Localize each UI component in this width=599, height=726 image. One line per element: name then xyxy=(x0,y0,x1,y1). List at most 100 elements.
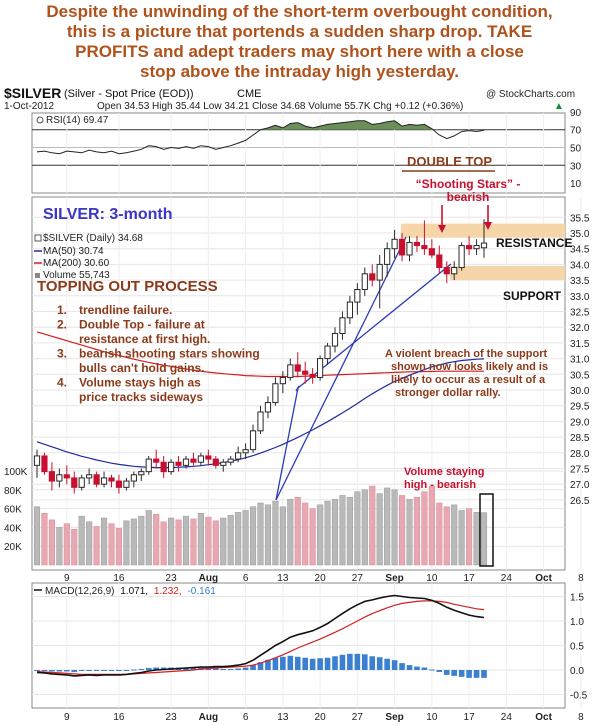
macd-hist-bar xyxy=(64,670,70,672)
breach-note: A violent breach of the support shown no… xyxy=(385,348,548,399)
volume-tick-label: 60K xyxy=(4,505,22,516)
candle-body xyxy=(249,430,257,451)
chart-quote: Open 34.53 High 35.44 Low 34.21 Close 34… xyxy=(97,101,463,112)
volume-bar xyxy=(250,506,257,566)
volume-bar xyxy=(56,527,63,566)
topping-points-list: 1. trendline failure. 2. Double Top - failu… xyxy=(57,303,260,404)
candle-body xyxy=(235,452,242,460)
date-tick-label: 24 xyxy=(501,712,513,723)
breach-line: shown now looks likely and is xyxy=(391,361,548,373)
chg-up-icon: ▲ xyxy=(554,101,564,112)
volume-bar xyxy=(279,506,286,566)
point-text: bulls can't hold gains. xyxy=(79,361,205,375)
candle-body xyxy=(33,455,41,466)
candle-body xyxy=(175,461,182,466)
candle-body xyxy=(458,245,465,269)
rsi-line xyxy=(36,120,485,155)
macd-hist-bar xyxy=(131,669,137,671)
volume-bar xyxy=(339,495,346,566)
volume-note-2: high - bearish xyxy=(404,479,476,491)
date-tick-label: 23 xyxy=(166,573,178,584)
macd-hist-bar xyxy=(429,669,435,671)
date-tick-label: 27 xyxy=(352,573,364,584)
candle-body xyxy=(86,474,93,479)
volume-bar xyxy=(354,491,361,566)
macd-tick-label: 1.0 xyxy=(570,617,584,628)
candle-body xyxy=(391,238,398,250)
candle-body xyxy=(317,358,324,378)
candle-body xyxy=(123,480,130,488)
volume-bar xyxy=(264,504,271,566)
volume-bar xyxy=(78,515,85,566)
candle-body xyxy=(480,242,488,249)
point-number: 3. xyxy=(57,347,67,361)
candle-body xyxy=(168,461,175,473)
volume-bar xyxy=(436,502,443,566)
ma200-line xyxy=(36,331,484,378)
volume-bar xyxy=(108,523,115,566)
macd-hist-bar xyxy=(436,670,443,672)
rsi-tick-label: 30 xyxy=(570,161,582,172)
macd-tick-label: 0.0 xyxy=(570,666,584,677)
silver-chart-title: SILVER: 3-month xyxy=(43,206,172,223)
resistance-label: RESISTANCE xyxy=(496,236,572,250)
candle-body xyxy=(227,458,234,463)
volume-bar xyxy=(369,485,376,566)
ma50-legend-label: MA(50) 30.74 xyxy=(43,246,104,257)
price-tick-label: 28.5 xyxy=(570,433,590,444)
volume-bar xyxy=(212,520,219,566)
candle-body xyxy=(287,364,294,378)
double-top-label: DOUBLE TOP xyxy=(407,154,492,169)
candle-body xyxy=(473,245,480,250)
volume-bar xyxy=(130,518,137,566)
macd-hist-value: -0.161 xyxy=(187,586,216,597)
candle-body xyxy=(100,477,108,485)
headline-line: PROFITS and adept traders may short here… xyxy=(75,42,524,61)
macd-hist-bar xyxy=(78,670,85,671)
macd-hist-bar xyxy=(41,670,48,671)
candle-body xyxy=(384,248,391,265)
macd-hist-bar xyxy=(309,658,316,670)
macd-hist-bar xyxy=(443,670,450,675)
macd-hist-bar xyxy=(421,667,428,670)
volume-bar xyxy=(101,517,108,566)
volume-bar xyxy=(376,493,383,566)
macd-hist-bar xyxy=(190,667,197,670)
headline-line: this is a picture that portends a sudden… xyxy=(66,22,533,41)
candle-body xyxy=(145,458,152,473)
macd-axis: 1.5 1.0 0.5 0.0 -0.5 xyxy=(570,593,588,702)
macd-hist-bar xyxy=(451,670,457,676)
candle-body xyxy=(294,364,301,372)
candle-body xyxy=(369,273,376,281)
date-tick-label: 27 xyxy=(352,712,364,723)
date-tick-label: 16 xyxy=(113,712,125,723)
volume-bar xyxy=(71,529,78,566)
macd-hist-bar xyxy=(399,663,405,670)
volume-bar xyxy=(48,519,55,566)
volume-bar xyxy=(138,515,145,566)
date-tick-label: 8 xyxy=(578,712,584,723)
macd-hist-bar xyxy=(116,670,122,671)
macd-hist-bar xyxy=(71,670,78,672)
svg-text:MACD(12,26,9) 1.071,: MACD(12,26,9) 1.071, 1.232, -0.161 xyxy=(45,586,216,597)
candle-body xyxy=(331,332,339,347)
candle-body xyxy=(212,458,219,466)
candle-body xyxy=(361,273,368,291)
volume-bar xyxy=(406,498,413,566)
volume-bar xyxy=(123,520,130,566)
volume-bar xyxy=(63,523,70,566)
chart-copyright: @ StockCharts.com xyxy=(486,89,575,100)
macd-hist-bar xyxy=(145,668,152,670)
macd-hist-bar xyxy=(354,653,361,670)
macd-hist-bar xyxy=(108,670,115,671)
chart-date: 1-Oct-2012 xyxy=(4,101,54,112)
volume-note-1: Volume staying xyxy=(404,466,484,478)
price-tick-label: 29.0 xyxy=(570,417,590,428)
volume-bar xyxy=(93,526,100,566)
volume-bar xyxy=(287,498,294,566)
breach-line: stronger dollar rally. xyxy=(395,387,501,399)
macd-legend-label: MACD(12,26,9) xyxy=(45,586,114,597)
macd-hist-bar xyxy=(391,660,398,670)
volume-tick-label: 80K xyxy=(4,486,22,497)
macd-hist-bar xyxy=(49,670,55,672)
